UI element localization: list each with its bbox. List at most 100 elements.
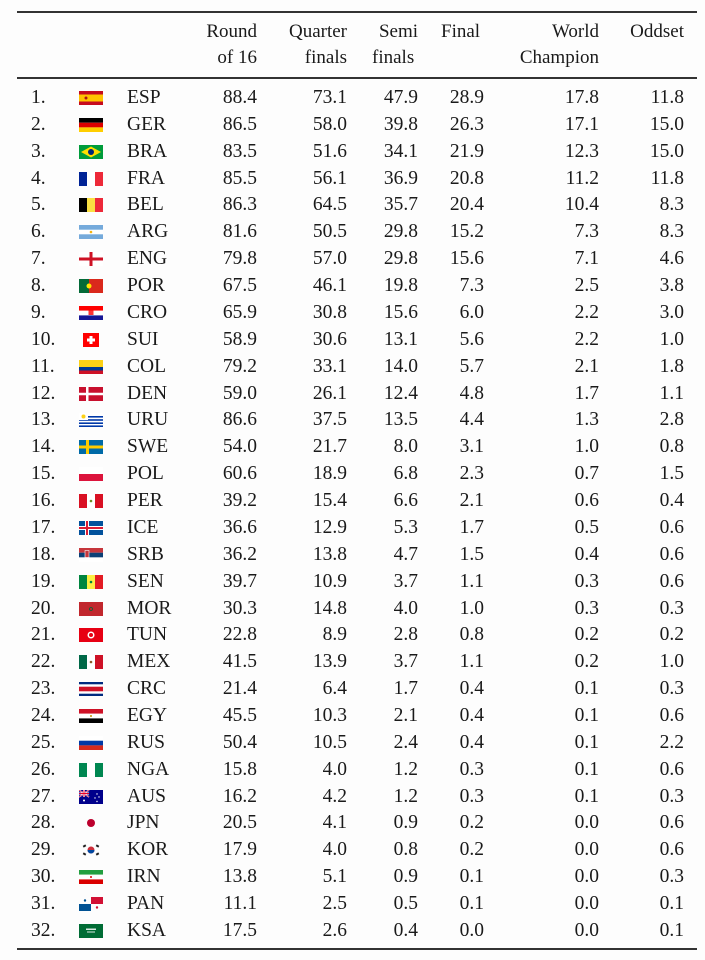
country-code: POL [127,463,164,485]
table-row: 28. JPN 20.5 4.1 0.9 0.2 0.0 0.6 [0,809,705,836]
country-code: KOR [127,839,169,861]
quarter-finals-value: 37.5 [312,409,347,431]
semi-finals-value: 15.6 [383,301,418,323]
country-code: MEX [127,651,171,673]
semi-finals-value: 3.7 [393,570,418,592]
world-champion-value: 2.2 [574,328,599,350]
table-row: 2. GER 86.5 58.0 39.8 26.3 17.1 15.0 [0,111,705,138]
semi-finals-value: 14.0 [383,355,418,377]
semi-finals-value: 1.2 [393,758,418,780]
oddset-value: 3.8 [659,275,684,297]
final-value: 0.2 [459,812,484,834]
world-champion-value: 0.1 [574,678,599,700]
rank: 7. [31,248,46,270]
header-line: finals [304,47,347,68]
header-world-champion: World Champion [520,19,599,71]
header-line: of 16 [217,47,257,68]
quarter-finals-value: 33.1 [312,355,347,377]
flag-panama-icon [79,897,103,912]
table-row: 30. IRN 13.8 5.1 0.9 0.1 0.0 0.3 [0,863,705,890]
world-champion-value: 0.1 [574,705,599,726]
semi-finals-value: 8.0 [393,436,418,458]
quarter-finals-value: 18.9 [312,463,347,485]
world-champion-value: 7.1 [574,248,599,270]
round-of-16-value: 21.4 [222,678,257,700]
table-row: 10. SUI 58.9 30.6 13.1 5.6 2.2 1.0 [0,326,705,353]
round-of-16-value: 16.2 [222,785,257,807]
world-champion-value: 1.3 [574,409,599,431]
oddset-value: 0.6 [659,705,684,726]
semi-finals-value: 2.8 [393,624,418,646]
world-champion-value: 0.1 [574,731,599,753]
rank: 9. [31,301,46,323]
rank: 5. [31,194,46,216]
world-champion-value: 2.1 [574,355,599,377]
quarter-finals-value: 58.0 [312,113,347,135]
header-line: Semi [378,21,418,42]
flag-saudi-arabia-icon [79,923,103,938]
final-value: 0.4 [459,678,484,700]
rank: 31. [31,893,56,915]
flag-sweden-icon [79,440,103,455]
round-of-16-value: 20.5 [222,812,257,834]
world-champion-value: 2.2 [574,301,599,323]
country-code: PER [127,490,163,512]
rank: 32. [31,919,56,941]
flag-iran-icon [79,870,103,885]
rank: 25. [31,731,56,753]
semi-finals-value: 12.4 [383,382,418,404]
semi-finals-value: 4.7 [393,543,418,565]
table-row: 32. KSA 17.5 2.6 0.4 0.0 0.0 0.1 [0,917,705,944]
quarter-finals-value: 5.1 [322,866,347,888]
final-value: 15.6 [449,248,484,270]
header-line: Quarter [288,21,347,42]
world-champion-value: 0.2 [574,651,599,673]
country-code: EGY [127,705,168,726]
flag-england-icon [79,252,103,267]
flag-belgium-icon [79,198,103,213]
table-row: 19. SEN 39.7 10.9 3.7 1.1 0.3 0.6 [0,568,705,595]
final-value: 0.3 [459,758,484,780]
header-oddset: Oddset [630,19,684,45]
table-row: 12. DEN 59.0 26.1 12.4 4.8 1.7 1.1 [0,380,705,407]
country-code: SRB [127,543,164,565]
flag-germany-icon [79,117,103,132]
flag-uruguay-icon [79,413,103,428]
round-of-16-value: 54.0 [222,436,257,458]
country-code: ENG [127,248,168,270]
world-champion-value: 17.8 [564,87,599,108]
quarter-finals-value: 10.9 [312,570,347,592]
round-of-16-value: 79.2 [222,355,257,377]
table-row: 9. CRO 65.9 30.8 15.6 6.0 2.2 3.0 [0,299,705,326]
final-value: 20.4 [449,194,484,216]
country-code: KSA [127,919,167,941]
table-row: 14. SWE 54.0 21.7 8.0 3.1 1.0 0.8 [0,433,705,460]
world-champion-value: 0.0 [574,919,599,941]
world-champion-value: 0.4 [574,543,599,565]
quarter-finals-value: 26.1 [312,382,347,404]
rank: 21. [31,624,56,646]
country-code: POR [127,275,165,297]
semi-finals-value: 0.5 [393,893,418,915]
semi-finals-value: 2.4 [393,731,418,753]
table-row: 4. FRA 85.5 56.1 36.9 20.8 11.2 11.8 [0,165,705,192]
rank: 16. [31,490,56,512]
header-line: Oddset [630,21,684,42]
final-value: 0.8 [459,624,484,646]
round-of-16-value: 60.6 [222,463,257,485]
flag-nigeria-icon [79,762,103,777]
world-champion-value: 0.0 [574,839,599,861]
final-value: 15.2 [449,221,484,243]
bottom-rule [17,948,697,950]
round-of-16-value: 86.6 [222,409,257,431]
semi-finals-value: 47.9 [383,87,418,108]
round-of-16-value: 36.2 [222,543,257,565]
table-row: 29. KOR 17.9 4.0 0.8 0.2 0.0 0.6 [0,836,705,863]
oddset-value: 0.6 [659,516,684,538]
country-code: NGA [127,758,170,780]
oddset-value: 0.8 [659,436,684,458]
final-value: 2.1 [459,490,484,512]
quarter-finals-value: 10.5 [312,731,347,753]
final-value: 7.3 [459,275,484,297]
round-of-16-value: 11.1 [223,893,257,915]
